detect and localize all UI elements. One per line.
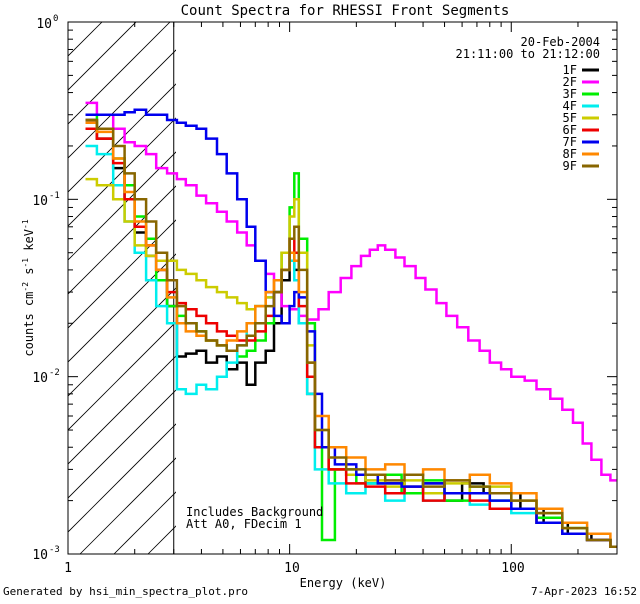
- y-tick-base: 10: [32, 371, 48, 386]
- y-tick-base: 10: [32, 548, 48, 563]
- hatch-line: [68, 49, 176, 159]
- y-axis-label: counts cm-2 s-1 keV-1: [21, 219, 36, 356]
- y-tick-base: 10: [36, 17, 52, 32]
- series-group: [85, 101, 617, 548]
- y-label-part: s: [22, 268, 36, 282]
- y-label-part: keV: [22, 229, 36, 258]
- series-line-6F: [85, 127, 617, 548]
- x-axis-label: Energy (keV): [300, 576, 387, 590]
- y-tick-label-0.1: 10 -1: [32, 191, 60, 209]
- annotation-attenuator-note: Att A0, FDecim 1: [186, 517, 302, 531]
- hatch-line: [68, 321, 176, 431]
- legend-label-7F: 7F: [563, 135, 577, 149]
- plot-frame: [67, 21, 618, 555]
- annotation-background-note: Includes Background: [186, 505, 323, 519]
- x-tick-label-1: 1: [64, 561, 72, 576]
- chart-title: Count Spectra for RHESSI Front Segments: [181, 3, 510, 19]
- hatch-line: [68, 355, 176, 465]
- y-tick-exp: -2: [49, 368, 60, 378]
- hatch-line: [79, 457, 176, 554]
- legend-label-4F: 4F: [563, 99, 577, 113]
- y-tick-label-1: 10 0: [36, 14, 58, 32]
- hatch-line: [68, 219, 176, 329]
- series-line-9F: [85, 118, 617, 548]
- hatch-line: [68, 22, 171, 125]
- excluded-energy-region: [0, 0, 176, 554]
- y-label-part: counts cm: [22, 292, 36, 357]
- y-tick-exp: 0: [53, 14, 58, 24]
- x-tick-label-100: 100: [501, 561, 524, 576]
- footer-generated-by: Generated by hsi_min_spectra_plot.pro: [3, 585, 248, 598]
- axis-ticks: [67, 21, 618, 555]
- legend-label-3F: 3F: [563, 87, 577, 101]
- annotation-date: 20-Feb-2004: [521, 35, 600, 49]
- hatch-line: [68, 22, 137, 91]
- annotation-time-range: 21:11:00 to 21:12:00: [456, 47, 601, 61]
- series-line-5F: [85, 177, 617, 548]
- y-tick-exp: -3: [49, 545, 60, 555]
- legend-label-8F: 8F: [563, 147, 577, 161]
- legend-label-1F: 1F: [563, 63, 577, 77]
- footer-timestamp: 7-Apr-2023 16:52: [531, 585, 637, 598]
- series-line-3F: [85, 113, 617, 548]
- legend-label-2F: 2F: [563, 75, 577, 89]
- y-tick-exp: -1: [49, 191, 60, 201]
- y-tick-base: 10: [32, 194, 48, 209]
- y-tick-label-0.01: 10 -2: [32, 368, 60, 386]
- series-line-2F: [85, 101, 617, 482]
- hatch-line: [68, 185, 176, 295]
- hatch-line: [68, 287, 176, 397]
- hatch-line: [68, 389, 176, 499]
- y-label-exp: -1: [21, 258, 30, 268]
- series-line-7F: [85, 108, 617, 548]
- hatch-line: [68, 151, 176, 261]
- legend-label-6F: 6F: [563, 123, 577, 137]
- x-tick-label-10: 10: [284, 561, 300, 576]
- hatch-line: [68, 423, 176, 533]
- y-tick-label-0.001: 10 -3: [32, 545, 60, 563]
- series-line-4F: [85, 144, 617, 548]
- legend-label-9F: 9F: [563, 159, 577, 173]
- hatch-line: [0, 0, 102, 554]
- hatch-line: [113, 491, 176, 554]
- hatch-line: [68, 22, 103, 57]
- legend-label-5F: 5F: [563, 111, 577, 125]
- y-label-exp: -2: [21, 282, 30, 292]
- y-label-exp: -1: [21, 219, 30, 229]
